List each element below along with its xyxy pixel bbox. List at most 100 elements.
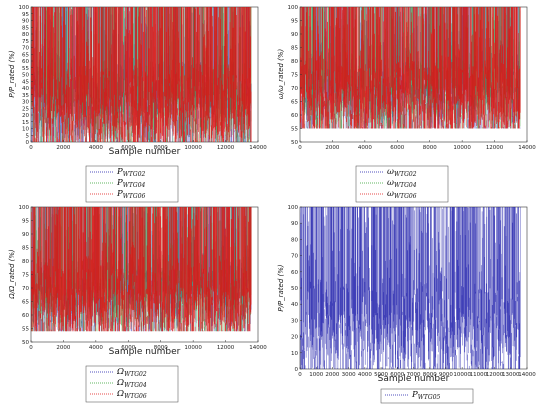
y-tick-label: 25	[22, 106, 29, 112]
y-tick-label: 65	[22, 300, 29, 306]
x-tick-label: 14000	[518, 145, 536, 151]
x-axis-label: Sample number	[109, 347, 181, 357]
x-tick-label: 8000	[423, 145, 437, 151]
x-tick-label: 10000	[184, 345, 202, 351]
x-tick-label: 1000	[309, 372, 323, 378]
y-axis-label: P/P_rated (%)	[277, 264, 285, 312]
y-tick-label: 55	[291, 127, 298, 133]
x-tick-label: 0	[298, 145, 302, 151]
y-tick-label: 60	[22, 313, 29, 319]
y-tick-label: 20	[291, 335, 298, 341]
legend-entry: ωWTG06	[387, 189, 417, 200]
y-tick-label: 5	[26, 133, 30, 139]
y-tick-label: 15	[22, 120, 29, 126]
legend-entry: ΩWTG04	[116, 378, 147, 389]
y-tick-label: 60	[291, 113, 298, 119]
y-tick-label: 10	[291, 351, 298, 357]
data-traces	[300, 7, 521, 129]
y-tick-label: 0	[26, 140, 30, 146]
y-tick-label: 90	[22, 19, 29, 25]
legend-box	[85, 165, 179, 203]
y-tick-label: 55	[22, 327, 29, 333]
y-tick-label: 100	[288, 205, 299, 211]
x-tick-label: 12000	[217, 145, 235, 151]
x-tick-label: 6000	[121, 145, 135, 151]
y-tick-label: 95	[291, 19, 298, 25]
x-tick-label: 2000	[325, 372, 339, 378]
y-tick-label: 90	[291, 221, 298, 227]
legend-entry: PWTG05	[411, 390, 441, 401]
y-tick-label: 50	[22, 340, 29, 346]
legend: PWTG05	[380, 388, 474, 404]
data-traces	[31, 7, 252, 142]
y-axis-label: Ω/Ω_rated (%)	[8, 249, 16, 300]
y-tick-label: 65	[291, 100, 298, 106]
y-tick-label: 45	[22, 79, 29, 85]
y-tick-label: 100	[19, 205, 30, 211]
x-tick-label: 12000	[486, 372, 504, 378]
y-tick-label: 60	[291, 270, 298, 276]
legend-box	[355, 165, 449, 203]
y-tick-label: 0	[295, 367, 299, 373]
x-tick-label: 0	[298, 372, 302, 378]
x-tick-label: 10000	[184, 145, 202, 151]
y-tick-label: 75	[291, 73, 298, 79]
y-tick-label: 50	[22, 73, 29, 79]
x-tick-label: 6000	[390, 372, 404, 378]
legend-entry: ΩWTG02	[116, 367, 147, 378]
x-tick-label: 4000	[358, 145, 372, 151]
y-tick-label: 40	[291, 302, 298, 308]
x-tick-label: 2000	[325, 145, 339, 151]
y-tick-label: 85	[22, 25, 29, 31]
x-tick-label: 5000	[374, 372, 388, 378]
series-3	[300, 7, 521, 129]
series-3	[31, 207, 252, 332]
y-tick-label: 60	[22, 59, 29, 65]
chart-panel-4: 0 1000 2000 3000 4000 5000 6000 7000 8000 9000 100…	[277, 205, 536, 404]
legend-entry: PWTG06	[116, 189, 146, 200]
legend-entry: PWTG04	[116, 178, 146, 189]
y-tick-label: 70	[291, 86, 298, 92]
y-tick-label: 40	[22, 86, 29, 92]
x-tick-label: 0	[29, 345, 33, 351]
x-tick-label: 4000	[358, 372, 372, 378]
x-tick-label: 8000	[423, 372, 437, 378]
y-axis-label: P/P_rated (%)	[8, 50, 16, 98]
series-3	[31, 7, 252, 142]
y-tick-label: 50	[291, 140, 298, 146]
y-tick-label: 65	[22, 52, 29, 58]
y-tick-label: 100	[288, 5, 299, 11]
x-tick-label: 13000	[502, 372, 520, 378]
x-tick-label: 12000	[486, 145, 504, 151]
x-tick-label: 4000	[89, 145, 103, 151]
x-tick-label: 2000	[56, 345, 70, 351]
x-axis-label: Sample number	[378, 374, 450, 384]
legend-entry: ωWTG02	[387, 167, 417, 178]
y-tick-label: 20	[22, 113, 29, 119]
y-tick-label: 70	[22, 286, 29, 292]
y-tick-label: 95	[22, 219, 29, 225]
x-tick-label: 6000	[121, 345, 135, 351]
y-tick-label: 70	[22, 46, 29, 52]
y-tick-label: 100	[19, 5, 30, 11]
x-tick-label: 12000	[217, 345, 235, 351]
x-tick-label: 9000	[439, 372, 453, 378]
x-axis-label: Sample number	[109, 147, 181, 157]
y-tick-label: 30	[22, 100, 29, 106]
y-tick-label: 75	[22, 39, 29, 45]
y-tick-label: 95	[22, 12, 29, 18]
y-tick-label: 35	[22, 93, 29, 99]
y-tick-label: 85	[22, 246, 29, 252]
y-tick-label: 85	[291, 46, 298, 52]
y-tick-label: 80	[291, 237, 298, 243]
x-tick-label: 14000	[249, 345, 267, 351]
y-tick-label: 30	[291, 318, 298, 324]
y-tick-label: 75	[22, 273, 29, 279]
x-tick-label: 10000	[453, 372, 471, 378]
data-traces	[300, 207, 521, 369]
y-tick-label: 10	[22, 127, 29, 133]
x-tick-label: 7000	[407, 372, 421, 378]
